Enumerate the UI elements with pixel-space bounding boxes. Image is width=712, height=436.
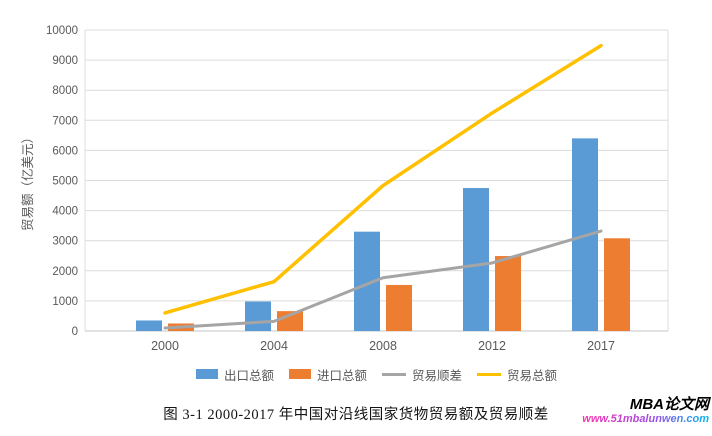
watermark-url: www.51mbalunwen.com — [582, 413, 709, 425]
legend-label-imports: 进口总额 — [316, 368, 367, 383]
legend-item-exports: 出口总额 — [195, 365, 274, 384]
bar-imports-2017 — [604, 238, 630, 331]
legend-label-total: 贸易总额 — [507, 368, 558, 383]
figure-caption: 图 3-1 2000-2017 年中国对沿线国家货物贸易额及贸易顺差 — [163, 407, 549, 423]
y-tick-10000: 10000 — [46, 25, 78, 37]
legend-item-total: 贸易总额 — [477, 365, 557, 384]
bar-exports-2000 — [136, 320, 162, 331]
y-tick-5000: 5000 — [52, 176, 78, 188]
x-tick-2004: 2004 — [260, 339, 288, 353]
bar-imports-2008 — [386, 284, 412, 331]
y-tick-6000: 6000 — [52, 145, 78, 157]
y-tick-labels: 0 1000 2000 3000 4000 5000 6000 7000 8000 9000 100… — [46, 25, 78, 338]
y-tick-8000: 8000 — [52, 85, 78, 97]
y-tick-0: 0 — [72, 326, 78, 338]
x-tick-2008: 2008 — [369, 339, 397, 353]
line-total — [163, 43, 603, 315]
trade-chart: 0 1000 2000 3000 4000 5000 6000 7000 8000 9000 100… — [20, 25, 669, 353]
bars-exports — [136, 138, 598, 331]
bars-imports — [168, 238, 630, 331]
y-tick-4000: 4000 — [52, 206, 78, 218]
legend-swatch-total — [477, 372, 502, 376]
legend-swatch-exports — [195, 369, 218, 379]
y-tick-7000: 7000 — [52, 115, 78, 127]
bar-exports-2012 — [463, 188, 489, 331]
x-tick-2000: 2000 — [151, 339, 179, 353]
x-tick-labels: 2000 2004 2008 2012 2017 — [151, 339, 615, 353]
legend-label-surplus: 贸易顺差 — [412, 368, 463, 383]
watermark-brand: MBA论文网 — [629, 396, 709, 413]
y-tick-1000: 1000 — [52, 296, 78, 308]
x-tick-2012: 2012 — [478, 339, 506, 353]
y-axis-title: 贸易额（亿美元） — [20, 131, 35, 231]
bar-exports-2004 — [245, 301, 271, 331]
y-tick-3000: 3000 — [52, 236, 78, 248]
x-tick-2017: 2017 — [587, 339, 615, 353]
legend-label-exports: 出口总额 — [223, 368, 274, 383]
legend-item-imports: 进口总额 — [288, 365, 367, 384]
bar-imports-2012 — [495, 256, 521, 331]
legend-swatch-imports — [288, 369, 311, 379]
y-tick-9000: 9000 — [52, 55, 78, 67]
legend-item-surplus: 贸易顺差 — [382, 365, 462, 384]
y-gridlines — [85, 29, 668, 332]
y-tick-2000: 2000 — [52, 266, 78, 278]
watermark: MBA论文网 www.51mbalunwen.com — [582, 396, 709, 426]
line-surplus — [163, 229, 603, 330]
chart-legend: 出口总额 进口总额 贸易顺差 贸易总额 — [85, 365, 668, 384]
legend-swatch-surplus — [382, 372, 406, 376]
